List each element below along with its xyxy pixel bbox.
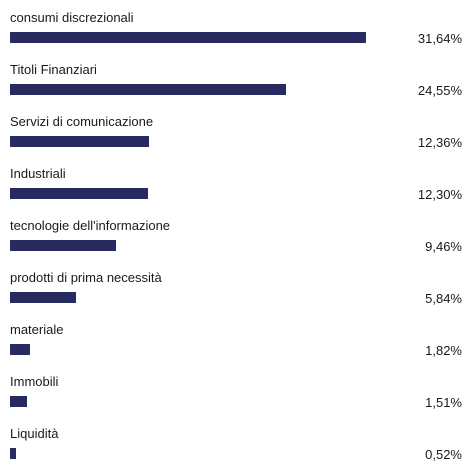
chart-row: Servizi di comunicazione 12,36% xyxy=(0,104,466,156)
chart-row: Immobili 1,51% xyxy=(0,364,466,416)
category-label: materiale xyxy=(10,322,64,337)
value-label: 0,52% xyxy=(425,447,462,462)
bar-track xyxy=(10,188,370,199)
category-label: Immobili xyxy=(10,374,59,389)
value-label: 12,36% xyxy=(417,135,462,150)
bar-track xyxy=(10,344,370,355)
category-label: Servizi di comunicazione xyxy=(10,114,154,129)
value-label: 5,84% xyxy=(425,291,462,306)
bar xyxy=(10,396,27,407)
category-label: tecnologie dell'informazione xyxy=(10,218,171,233)
bar xyxy=(10,292,76,303)
value-label: 31,64% xyxy=(417,31,462,46)
value-label: 12,30% xyxy=(417,187,462,202)
category-label: prodotti di prima necessità xyxy=(10,270,162,285)
chart-row: Titoli Finanziari 24,55% xyxy=(0,52,466,104)
bar xyxy=(10,84,286,95)
bar-track xyxy=(10,136,370,147)
category-label: Liquidità xyxy=(10,426,59,441)
bar-track xyxy=(10,292,370,303)
bar-track xyxy=(10,32,370,43)
category-label: consumi discrezionali xyxy=(10,10,134,25)
bar-track xyxy=(10,396,370,407)
chart-row: materiale 1,82% xyxy=(0,312,466,364)
bar-track xyxy=(10,448,370,459)
value-label: 24,55% xyxy=(417,83,462,98)
chart-row: Liquidità 0,52% xyxy=(0,416,466,468)
value-label: 1,82% xyxy=(425,343,462,358)
category-label: Industriali xyxy=(10,166,66,181)
bar xyxy=(10,344,30,355)
category-label: Titoli Finanziari xyxy=(10,62,97,77)
chart-row: consumi discrezionali 31,64% xyxy=(0,0,466,52)
bar-track xyxy=(10,240,370,251)
chart-row: prodotti di prima necessità 5,84% xyxy=(0,260,466,312)
bar-track xyxy=(10,84,370,95)
value-label: 9,46% xyxy=(425,239,462,254)
value-label: 1,51% xyxy=(425,395,462,410)
bar xyxy=(10,136,149,147)
bar xyxy=(10,448,16,459)
bar xyxy=(10,188,148,199)
bar xyxy=(10,240,116,251)
chart-row: Industriali 12,30% xyxy=(0,156,466,208)
chart-row: tecnologie dell'informazione 9,46% xyxy=(0,208,466,260)
bar xyxy=(10,32,366,43)
